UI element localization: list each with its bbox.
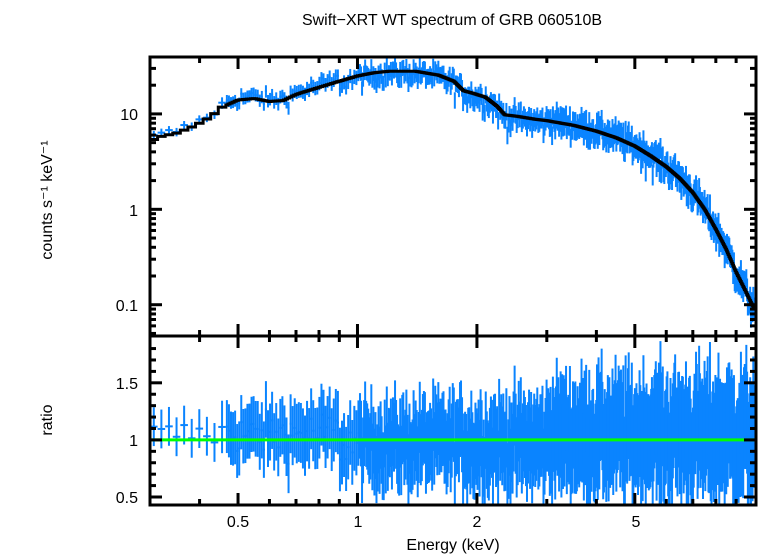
axes-frames [148,55,758,507]
x-tick-label-1: 1 [354,514,363,531]
ratio-tick-label-1: 1 [129,433,138,450]
y-tick-label-10: 10 [120,107,138,124]
ratio-tick-label-1.5: 1.5 [116,376,138,393]
ratio-data-series [150,341,756,505]
ratio-panel-frame [148,334,758,507]
y-tick-label-0.1: 0.1 [116,298,138,315]
ratio-tick-label-0.5: 0.5 [116,490,138,507]
y-axis-label-ratio: ratio [39,404,56,435]
y-tick-label-1: 1 [129,203,138,220]
x-axis-label: Energy (keV) [406,537,499,554]
spectrum-model-series [150,69,756,311]
chart-title: Swift−XRT WT spectrum of GRB 060510B [302,12,602,29]
x-tick-label-5: 5 [632,514,641,531]
axis-ticks [150,57,756,505]
x-tick-label-2: 2 [473,514,482,531]
y-axis-label-spectrum: counts s⁻¹ keV⁻¹ [39,140,56,259]
x-tick-label-0.5: 0.5 [227,514,249,531]
model-curve [150,69,756,311]
spectrum-data-series [150,57,756,328]
